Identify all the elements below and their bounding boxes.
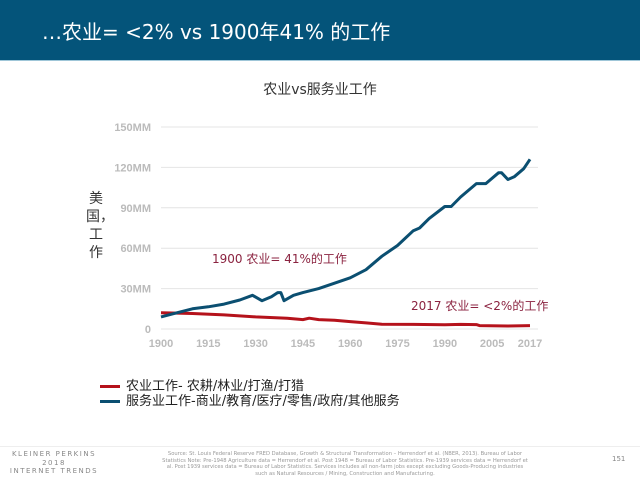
- x-tick-label: 1900: [149, 338, 173, 350]
- x-tick-label: 2017: [518, 338, 542, 350]
- annotation-1900: 1900 农业= 41%的工作: [212, 251, 347, 266]
- x-tick-label: 1975: [385, 338, 409, 350]
- annotation-2017: 2017 农业= <2%的工作: [411, 298, 548, 313]
- legend-item-agriculture: 农业工作- 农耕/林业/打渔/打猎: [100, 379, 400, 394]
- footer-divider: [0, 446, 640, 447]
- y-tick-label: 30MM: [120, 284, 151, 296]
- legend-label: 农业工作- 农耕/林业/打渔/打猎: [126, 379, 304, 394]
- legend: 农业工作- 农耕/林业/打渔/打猎 服务业工作-商业/教育/医疗/零售/政府/其…: [100, 379, 400, 409]
- legend-swatch: [100, 400, 120, 403]
- y-tick-label: 60MM: [120, 243, 151, 255]
- legend-label: 服务业工作-商业/教育/医疗/零售/政府/其他服务: [126, 394, 400, 409]
- chart-title: 农业vs服务业工作: [263, 82, 377, 98]
- brand-line: 2018: [42, 458, 66, 467]
- x-tick-label: 1915: [196, 338, 220, 350]
- x-tick-label: 1945: [291, 338, 315, 350]
- page-number: 151: [612, 455, 626, 463]
- brand-line: KLEINER PERKINS: [11, 450, 97, 458]
- brand-line: INTERNET TRENDS: [9, 467, 99, 475]
- source-note: Source: St. Louis Federal Reserve FRED D…: [162, 451, 528, 477]
- footer-brand: KLEINER PERKINS 2018 INTERNET TRENDS: [8, 450, 100, 476]
- y-tick-label: 120MM: [114, 162, 151, 174]
- x-tick-label: 1960: [338, 338, 362, 350]
- x-tick-label: 1930: [243, 338, 267, 350]
- y-tick-label: 0: [145, 324, 151, 336]
- slide-title: …农业= <2% vs 1900年41% 的工作: [42, 20, 391, 44]
- series-line-0: [160, 311, 531, 328]
- legend-swatch: [100, 385, 120, 388]
- y-tick-label: 150MM: [114, 122, 151, 134]
- title-bar: …农业= <2% vs 1900年41% 的工作: [0, 0, 640, 61]
- x-tick-label: 2005: [480, 338, 504, 350]
- series-line-1: [160, 158, 532, 319]
- x-tick-label: 1990: [433, 338, 457, 350]
- legend-item-services: 服务业工作-商业/教育/医疗/零售/政府/其他服务: [100, 394, 400, 409]
- y-tick-label: 90MM: [120, 203, 151, 215]
